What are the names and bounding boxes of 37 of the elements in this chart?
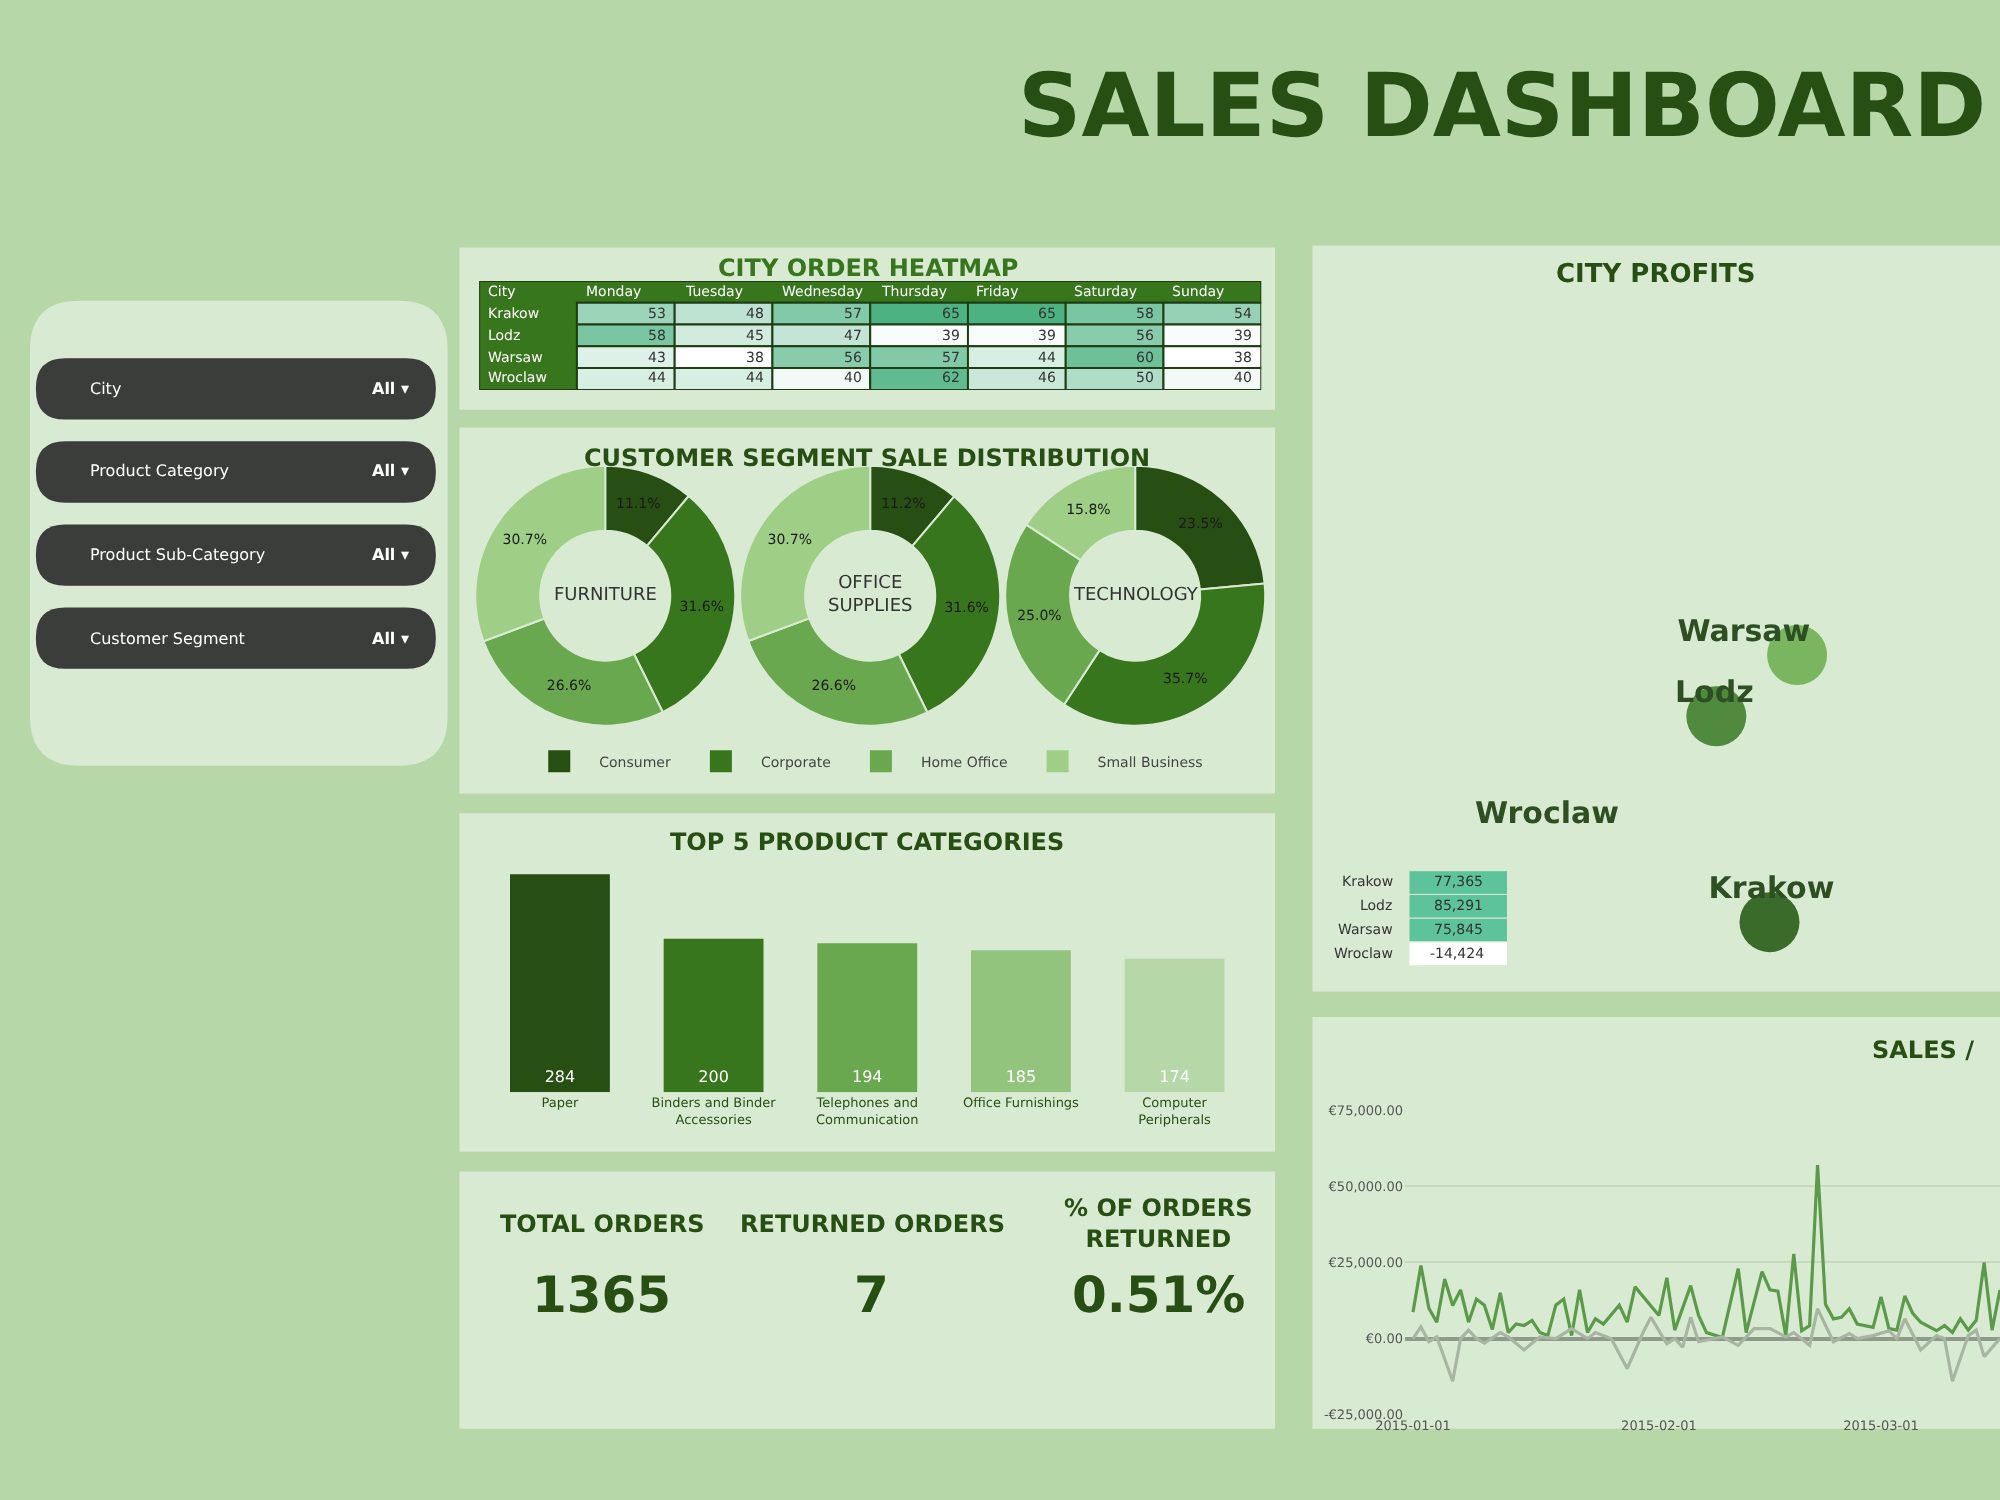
bar: [817, 943, 918, 1093]
text: SALES DASHBOARD: [1018, 56, 1987, 158]
text: 1365: [532, 1266, 672, 1324]
data-label: 284: [544, 1068, 576, 1087]
text: % OF ORDERS RETURNED: [1064, 1194, 1253, 1254]
text: 7: [854, 1266, 889, 1324]
bar: [970, 950, 1071, 1093]
slice-label: OFFICE SUPPLIES: [828, 574, 914, 618]
chart-title: SALES /: [1872, 1036, 1976, 1064]
line-series: [1411, 1163, 2000, 1340]
text: Product Sub-Category: [90, 546, 266, 564]
text: Customer Segment: [90, 630, 245, 648]
text: Product Category: [90, 462, 230, 480]
slice-label: FURNITURE: [554, 586, 658, 606]
data-label: 194: [851, 1068, 883, 1087]
text: 0.51%: [1072, 1266, 1246, 1324]
text: CITY PROFITS: [1556, 260, 1756, 290]
line-series: [1411, 1307, 2000, 1383]
text: All ▾: [372, 546, 409, 564]
category-label: Krakow: [1708, 869, 1835, 906]
chart-title: CUSTOMER SEGMENT SALE DISTRIBUTION: [584, 444, 1151, 472]
text: City: [90, 380, 122, 398]
chart-title: TOP 5 PRODUCT CATEGORIES: [670, 828, 1065, 856]
chart-title: CITY ORDER HEATMAP: [718, 254, 1019, 282]
bar: [510, 874, 610, 1093]
category-label: Wroclaw: [1474, 794, 1620, 831]
data-label: 185: [1005, 1068, 1037, 1087]
text: All ▾: [372, 630, 409, 648]
data-label: 200: [698, 1068, 729, 1087]
bar: [663, 938, 764, 1093]
text: All ▾: [372, 462, 409, 480]
bar: [1124, 958, 1225, 1093]
text: RETURNED ORDERS: [740, 1210, 1005, 1238]
text: All ▾: [372, 380, 409, 398]
data-label: 174: [1159, 1068, 1190, 1087]
slice-label: TECHNOLOGY: [1072, 586, 1199, 606]
text: TOTAL ORDERS: [500, 1210, 705, 1238]
